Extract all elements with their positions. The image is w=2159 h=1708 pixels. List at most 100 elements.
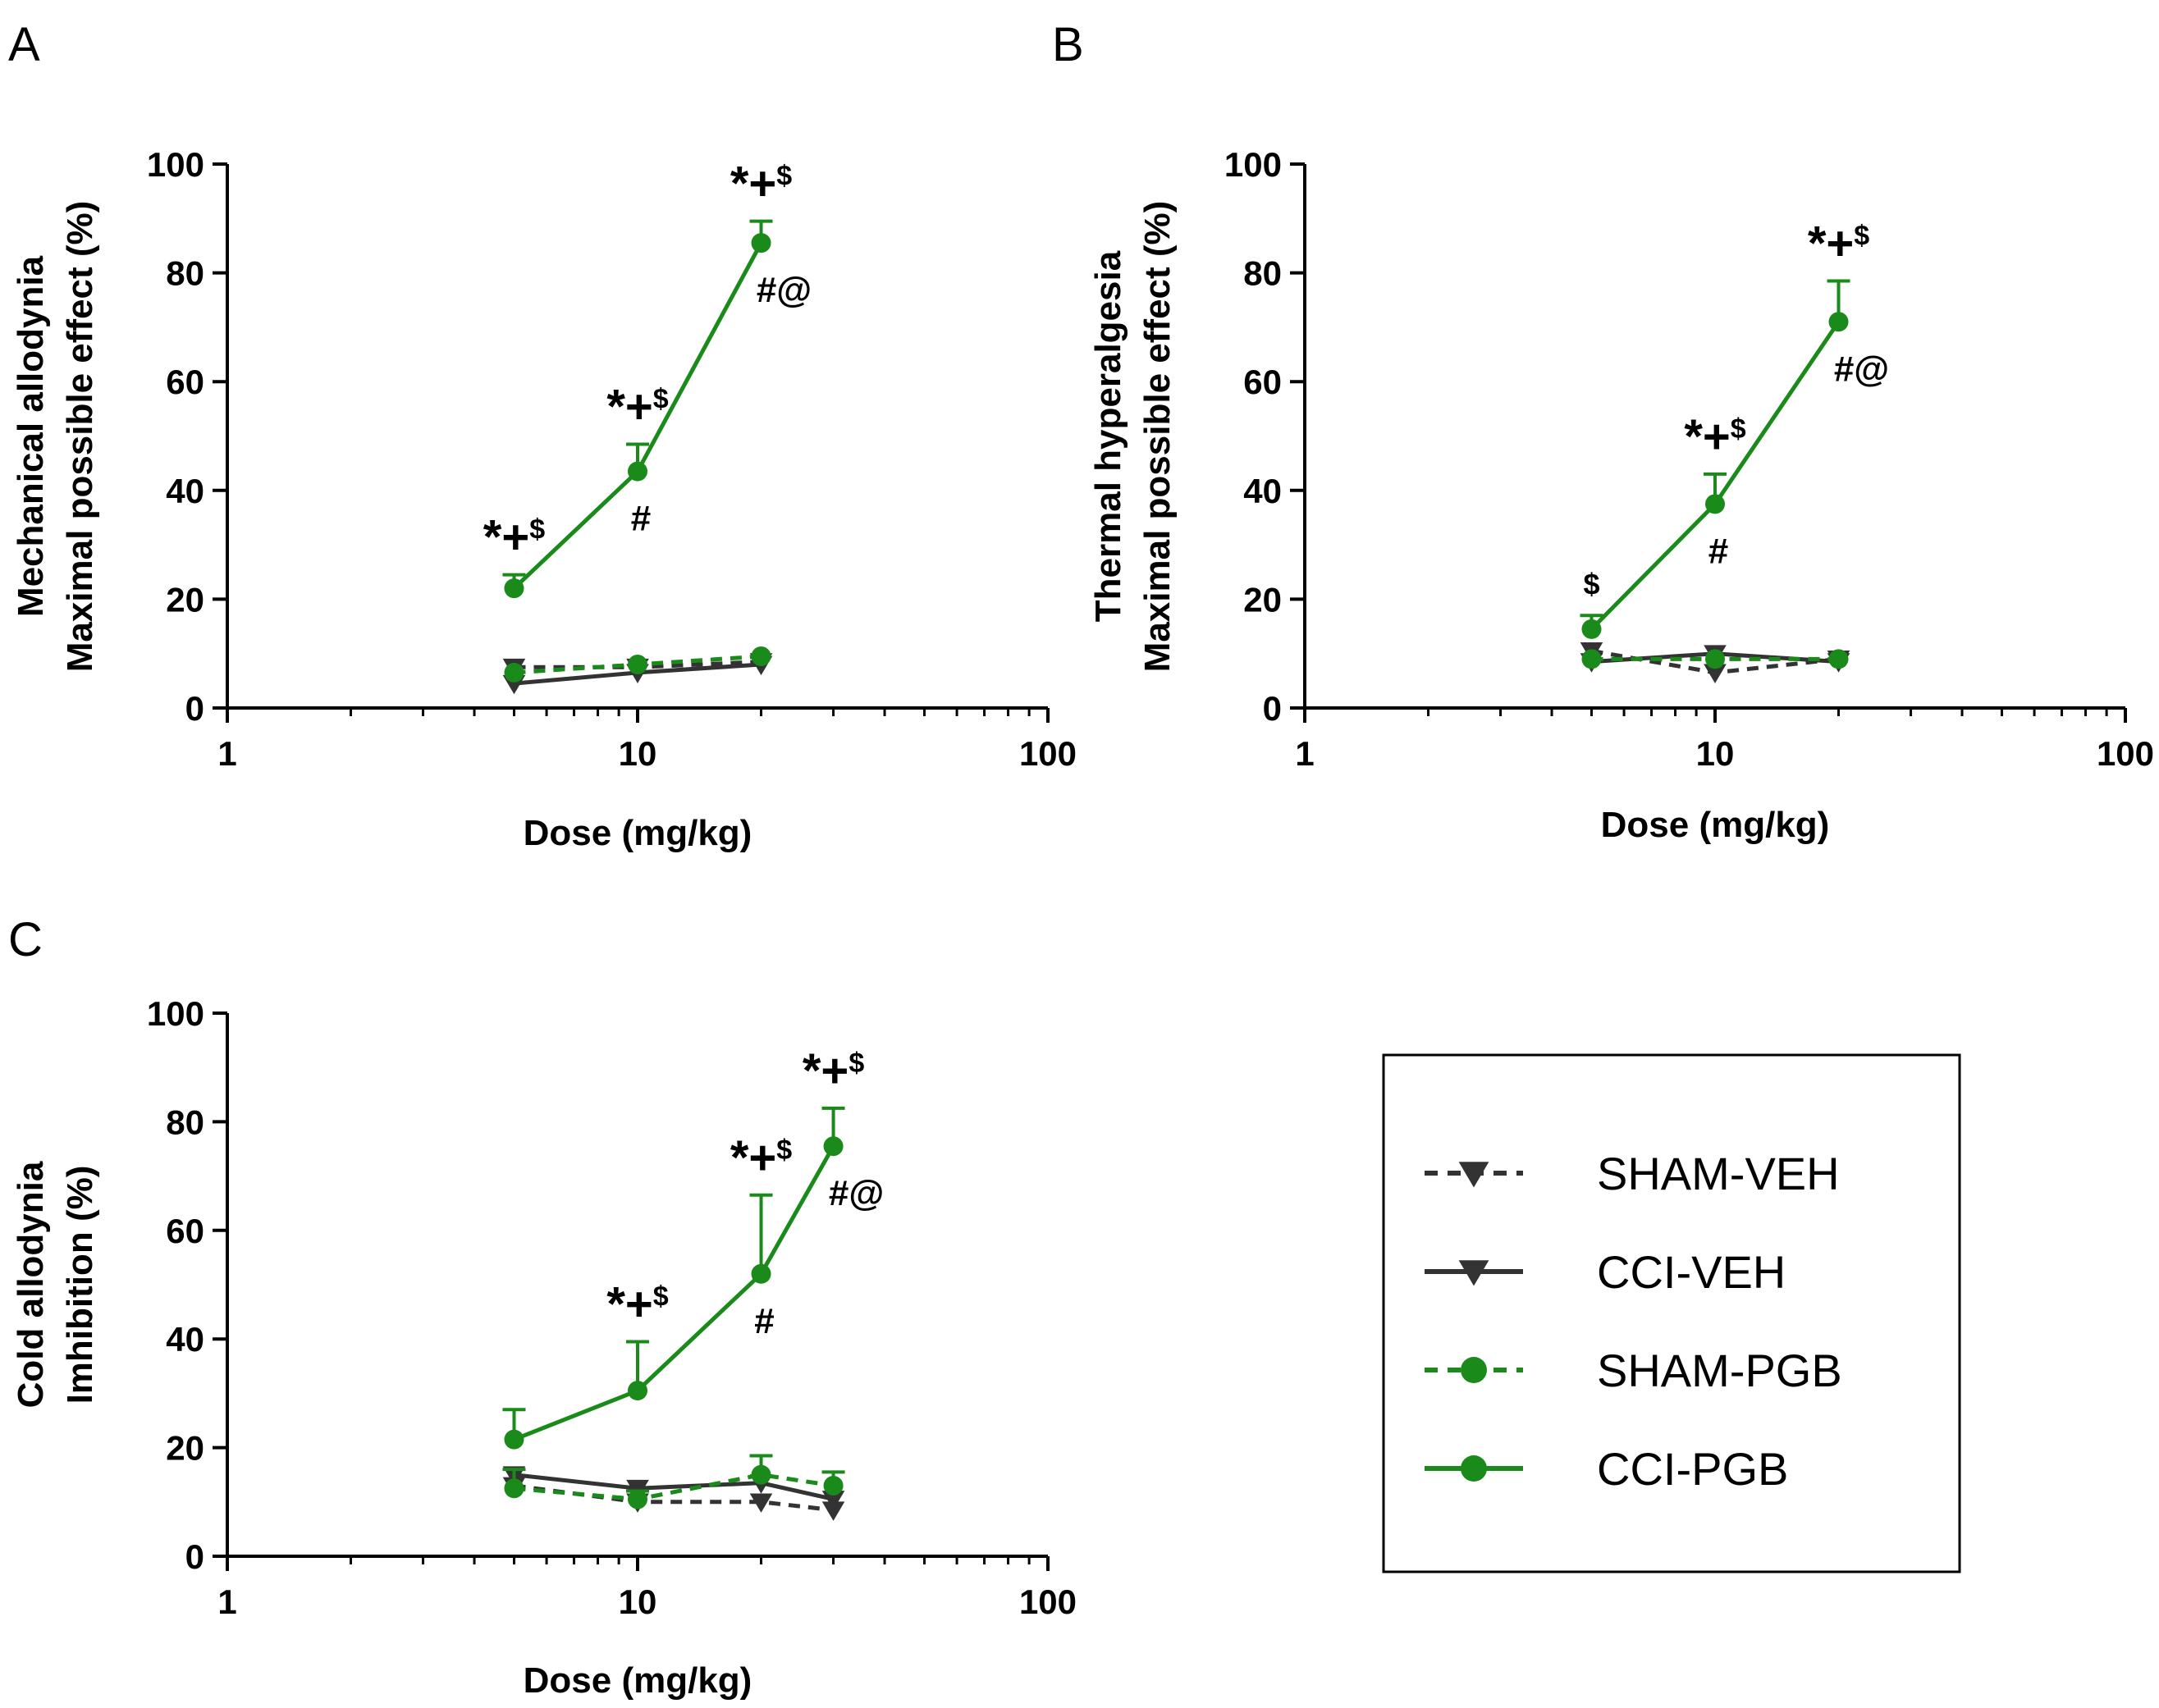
legend-entry-sham-pgb: SHAM-PGB bbox=[1425, 1345, 1842, 1396]
legend-swatch-sham-pgb bbox=[1425, 1357, 1523, 1383]
panel-c-xtick-label-1: 10 bbox=[619, 1582, 657, 1621]
panel-c-annotation-1-main: *+ bbox=[730, 1131, 776, 1185]
panel-a-annotation-1-main: *+ bbox=[606, 380, 652, 433]
panel-c-annotation-1-sup: $ bbox=[776, 1135, 792, 1166]
panel-b-annotation-1-sup: $ bbox=[1731, 413, 1746, 445]
panel-b-annotation-3: # bbox=[1708, 531, 1728, 571]
legend-marker-cci-veh bbox=[1458, 1260, 1489, 1286]
panel-c-annotation-0-sup: $ bbox=[653, 1281, 669, 1313]
panel-b-xtick-label-0: 1 bbox=[1295, 734, 1314, 773]
panel-a-y-axis-title-line-1: Mechanical allodynia bbox=[11, 255, 51, 617]
panel-c-xtick-label-2: 100 bbox=[1019, 1582, 1077, 1621]
panel-a-letter: A bbox=[8, 18, 40, 71]
panel-a-ytick-label-4: 80 bbox=[166, 254, 204, 293]
panel-a-annotation-2-main: *+ bbox=[730, 158, 776, 211]
panel-a-ytick-label-3: 60 bbox=[166, 363, 204, 401]
panel-a-cci-pgb-point-0 bbox=[504, 578, 524, 599]
panel-c-sham-veh-point-2 bbox=[749, 1493, 773, 1513]
panel-b-ytick-label-4: 80 bbox=[1243, 254, 1282, 293]
panel-b-annotation-0-main: $ bbox=[1583, 567, 1599, 601]
panel-b-annotation-1-main: *+ bbox=[1684, 410, 1730, 464]
panel-c-ytick-label-2: 40 bbox=[166, 1320, 204, 1359]
panel-b-annotation-2-sup: $ bbox=[1854, 221, 1869, 252]
panel-a-annotation-1: *+$ bbox=[606, 380, 668, 433]
legend-entry-sham-veh: SHAM-VEH bbox=[1425, 1148, 1840, 1199]
panel-a-series-cci-pgb bbox=[502, 219, 773, 599]
panel-a-x-axis-title: Dose (mg/kg) bbox=[524, 813, 752, 853]
panel-a-annotation-2: *+$ bbox=[730, 158, 792, 211]
panel-a-chart: 0 20 40 60 80 100 1 10 100 Dose (mg/kg) Mechanical… bbox=[11, 145, 1077, 853]
panel-c-cci-pgb-line bbox=[513, 1144, 835, 1441]
panel-a-xtick-label-2: 100 bbox=[1019, 734, 1077, 773]
panel-a-annotation-0-main: *+ bbox=[483, 511, 529, 564]
legend-marker-cci-pgb bbox=[1461, 1455, 1487, 1482]
panel-b-annotation-2-main: *+ bbox=[1808, 217, 1854, 271]
legend-box bbox=[1382, 1053, 1961, 1573]
panel-b-letter: B bbox=[1052, 18, 1084, 71]
panel-c-ytick-label-3: 60 bbox=[166, 1212, 204, 1250]
panel-a-annotation-0: *+$ bbox=[483, 511, 545, 564]
panel-c-annotation-2: *+$ bbox=[803, 1044, 864, 1098]
panel-c-x-axis-title: Dose (mg/kg) bbox=[524, 1660, 752, 1701]
legend-entry-cci-pgb: CCI-PGB bbox=[1425, 1443, 1788, 1495]
panel-b-xtick-label-1: 10 bbox=[1696, 734, 1735, 773]
panel-c-annotation-0-main: *+ bbox=[606, 1278, 652, 1331]
panel-b-annotation-0: $ bbox=[1583, 567, 1599, 601]
panel-a-y-axis-title-line-2: Maximal possible effect (%) bbox=[60, 201, 100, 673]
panel-c-xtick-label-0: 1 bbox=[217, 1582, 236, 1621]
panel-c-series-cci-pgb bbox=[502, 1106, 845, 1450]
panel-b-cci-pgb-point-2 bbox=[1828, 312, 1849, 332]
panel-a-xtick-label-0: 1 bbox=[217, 734, 236, 773]
panel-c-sham-pgb-point-1 bbox=[628, 1489, 647, 1509]
panel-c-annotation-1: *+$ bbox=[730, 1131, 792, 1185]
panel-b-ytick-label-3: 60 bbox=[1243, 363, 1282, 401]
legend-marker-sham-veh bbox=[1458, 1162, 1489, 1188]
panel-b-annotation-2: *+$ bbox=[1808, 217, 1869, 271]
legend-swatch-sham-veh bbox=[1425, 1162, 1523, 1188]
legend-marker-sham-pgb bbox=[1461, 1357, 1487, 1383]
panel-b-sham-pgb-point-0 bbox=[1581, 649, 1602, 669]
panel-b-cci-pgb-point-1 bbox=[1705, 494, 1725, 514]
panel-a-sham-pgb-point-0 bbox=[504, 662, 524, 683]
panel-b-cci-pgb-point-0 bbox=[1581, 619, 1602, 639]
panel-c-series-sham-veh bbox=[502, 1477, 845, 1521]
panel-c-sham-pgb-point-0 bbox=[504, 1478, 524, 1499]
panel-c-annotation-2-sup: $ bbox=[849, 1048, 864, 1079]
panel-c-series-sham-pgb bbox=[502, 1454, 845, 1509]
panel-b-ytick-label-5: 100 bbox=[1224, 145, 1282, 184]
panel-c-y-axis-title-line-1: Cold allodynia bbox=[11, 1161, 51, 1408]
panel-a-xtick-label-1: 10 bbox=[619, 734, 657, 773]
panel-a-sham-pgb-point-2 bbox=[751, 646, 771, 667]
panel-c-sham-pgb-point-3 bbox=[823, 1475, 844, 1496]
panel-c-annotation-2-main: *+ bbox=[803, 1044, 849, 1098]
panel-c-ytick-label-5: 100 bbox=[147, 994, 204, 1033]
legend-entry-cci-veh: CCI-VEH bbox=[1425, 1246, 1786, 1298]
panel-c-annotation-4: #@ bbox=[829, 1173, 884, 1213]
panel-b-sham-pgb-point-1 bbox=[1705, 649, 1725, 669]
panel-b-ytick-label-1: 20 bbox=[1243, 580, 1282, 619]
panel-b-sham-veh-point-1 bbox=[1704, 664, 1727, 684]
legend-label-sham-veh: SHAM-VEH bbox=[1597, 1148, 1840, 1199]
panel-a-cci-pgb-point-1 bbox=[628, 461, 647, 482]
panel-a-annotation-4: #@ bbox=[757, 270, 812, 310]
panel-b-y-axis-title-line-2: Maximal possible effect (%) bbox=[1137, 201, 1178, 673]
panel-a-series-sham-pgb bbox=[504, 646, 771, 683]
panel-c-annotation-3: # bbox=[754, 1301, 774, 1341]
panel-a-annotation-3: # bbox=[631, 499, 651, 539]
panel-c-sham-pgb-line bbox=[514, 1473, 834, 1502]
panel-c-y-axis-title-line-2: Imhibition (%) bbox=[60, 1166, 100, 1404]
panel-a-sham-pgb-point-1 bbox=[628, 654, 647, 674]
panel-b-series-sham-pgb bbox=[1581, 649, 1849, 669]
panel-c-cci-pgb-point-2 bbox=[751, 1263, 771, 1284]
panel-b-y-axis-title-line-1: Thermal hyperalgesia bbox=[1088, 250, 1128, 622]
panel-b-sham-pgb-point-2 bbox=[1828, 649, 1849, 669]
panel-b-x-axis-title: Dose (mg/kg) bbox=[1601, 805, 1830, 845]
panel-b-xtick-label-2: 100 bbox=[2097, 734, 2154, 773]
panel-a-annotation-1-sup: $ bbox=[653, 383, 669, 414]
panel-c-ytick-label-4: 80 bbox=[166, 1103, 204, 1141]
legend-label-cci-pgb: CCI-PGB bbox=[1597, 1443, 1788, 1495]
panel-a-annotation-2-sup: $ bbox=[776, 161, 792, 192]
panel-c-ytick-label-1: 20 bbox=[166, 1429, 204, 1468]
panel-c-cci-veh-point-3 bbox=[821, 1491, 845, 1510]
panel-b-series-cci-pgb bbox=[1580, 279, 1850, 639]
